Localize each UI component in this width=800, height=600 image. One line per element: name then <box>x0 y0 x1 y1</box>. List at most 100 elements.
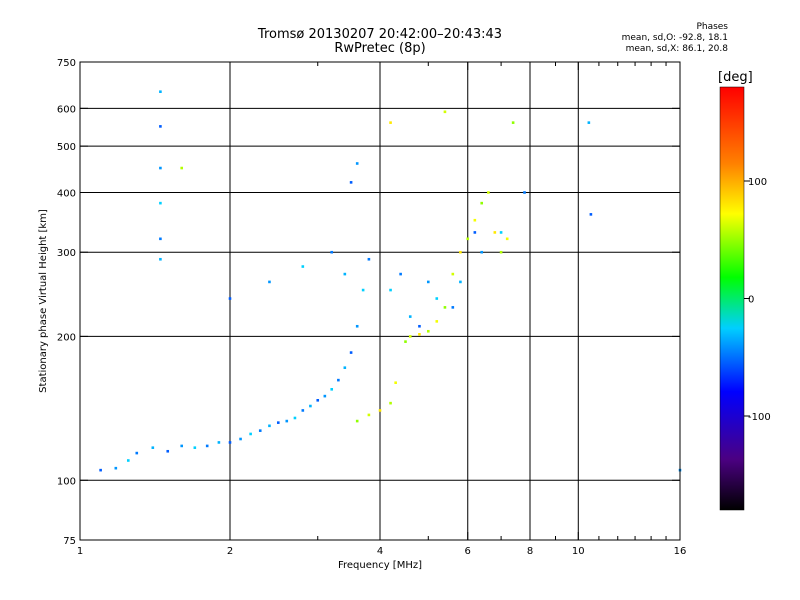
x-mode-point <box>443 306 447 309</box>
o-mode-point <box>459 280 462 284</box>
phase-stats-heading: Phases <box>696 22 728 32</box>
data-points <box>99 90 682 472</box>
phase-stats-x: mean, sd,X: 86.1, 20.8 <box>625 44 728 54</box>
y-tick-label: 400 <box>57 188 76 199</box>
o-mode-point <box>323 394 327 398</box>
chart-title: Tromsø 20130207 20:42:00–20:43:43 <box>257 27 503 42</box>
y-tick-label: 500 <box>57 142 76 153</box>
x-tick-label: 2 <box>227 546 233 557</box>
o-mode-point <box>355 324 359 328</box>
x-mode-point <box>480 201 484 205</box>
o-mode-point <box>239 437 242 441</box>
y-tick-label: 750 <box>57 58 76 69</box>
x-mode-point <box>389 401 392 405</box>
x-mode-point <box>443 110 447 114</box>
o-mode-point <box>217 441 221 444</box>
o-mode-point <box>301 265 305 268</box>
y-tick-labels: 75 100 200 300 400 500 600 750 <box>57 58 76 547</box>
o-mode-point <box>316 399 320 402</box>
x-mode-point <box>505 237 509 241</box>
o-mode-point <box>473 231 477 234</box>
x-tick-label: 6 <box>465 546 471 557</box>
o-mode-point <box>258 429 262 432</box>
o-mode-point <box>205 444 209 448</box>
x-tick-label: 16 <box>674 546 687 557</box>
o-mode-point <box>330 388 334 391</box>
x-tick-label: 1 <box>77 546 83 557</box>
o-mode-point <box>159 125 162 128</box>
o-mode-point <box>285 419 289 423</box>
colorbar-tick-label: -100 <box>748 412 771 423</box>
o-mode-point <box>193 446 197 449</box>
y-axis-label: Stationary phase Virtual Height [km] <box>38 209 49 393</box>
x-mode-point <box>418 333 421 336</box>
o-mode-point <box>276 421 280 424</box>
o-mode-point <box>293 416 297 420</box>
colorbar-tick-label: 100 <box>748 177 767 188</box>
x-mode-point <box>473 218 477 222</box>
o-mode-point <box>343 272 347 276</box>
o-mode-point <box>349 351 353 354</box>
o-mode-point <box>301 409 305 412</box>
o-mode-point <box>228 441 232 444</box>
y-tick-label: 75 <box>63 536 76 547</box>
colorbar-tick-label: 0 <box>748 295 754 306</box>
x-tick-labels: 1 2 4 6 8 10 16 <box>77 546 687 557</box>
o-mode-point <box>389 288 392 292</box>
x-tick-label: 4 <box>377 546 383 557</box>
x-mode-point <box>493 231 497 234</box>
o-mode-point <box>114 466 118 470</box>
o-mode-point <box>587 121 591 124</box>
o-mode-point <box>355 162 359 165</box>
x-mode-point <box>394 381 397 385</box>
o-mode-point <box>268 424 271 428</box>
o-mode-point <box>480 250 484 254</box>
o-mode-point <box>268 280 271 284</box>
o-mode-point <box>426 280 430 284</box>
o-mode-point <box>249 432 252 436</box>
o-mode-point <box>343 366 347 369</box>
o-mode-point <box>589 213 593 216</box>
o-mode-point <box>159 201 162 205</box>
x-mode-point <box>499 250 503 254</box>
grid-lines <box>80 62 680 540</box>
phase-stats-o: mean, sd,O: -92.8, 18.1 <box>621 33 728 43</box>
o-mode-point <box>367 257 371 261</box>
o-mode-point <box>435 297 439 300</box>
o-mode-point <box>451 306 455 309</box>
x-mode-point <box>459 250 462 254</box>
colorbar-ticks: 100 0 -100 <box>744 177 771 423</box>
o-mode-point <box>159 166 162 170</box>
x-tick-label: 10 <box>572 546 585 557</box>
x-mode-point <box>355 419 359 423</box>
x-mode-point <box>426 329 430 333</box>
o-mode-point <box>159 90 162 94</box>
x-tick-label: 8 <box>527 546 533 557</box>
o-mode-point <box>523 191 526 194</box>
o-mode-point <box>337 378 340 382</box>
axis-ticks <box>79 61 681 541</box>
x-mode-point <box>180 166 184 170</box>
o-mode-point <box>99 468 102 472</box>
o-mode-point <box>399 272 402 276</box>
y-tick-label: 600 <box>57 104 76 115</box>
o-mode-point <box>499 231 503 234</box>
o-mode-point <box>361 288 365 292</box>
x-mode-point <box>511 121 515 124</box>
o-mode-point <box>418 324 421 328</box>
x-axis-label: Frequency [MHz] <box>338 560 422 571</box>
x-mode-point <box>408 335 412 338</box>
o-mode-point <box>228 297 232 300</box>
x-mode-point <box>451 272 455 276</box>
o-mode-point <box>408 315 412 318</box>
o-mode-point <box>349 181 353 184</box>
colorbar <box>719 86 745 511</box>
x-mode-point <box>466 237 470 241</box>
x-mode-point <box>404 340 407 343</box>
x-mode-point <box>435 320 439 323</box>
y-tick-label: 200 <box>57 332 76 343</box>
o-mode-point <box>135 451 139 455</box>
x-mode-point <box>367 413 371 417</box>
y-tick-label: 300 <box>57 248 76 259</box>
